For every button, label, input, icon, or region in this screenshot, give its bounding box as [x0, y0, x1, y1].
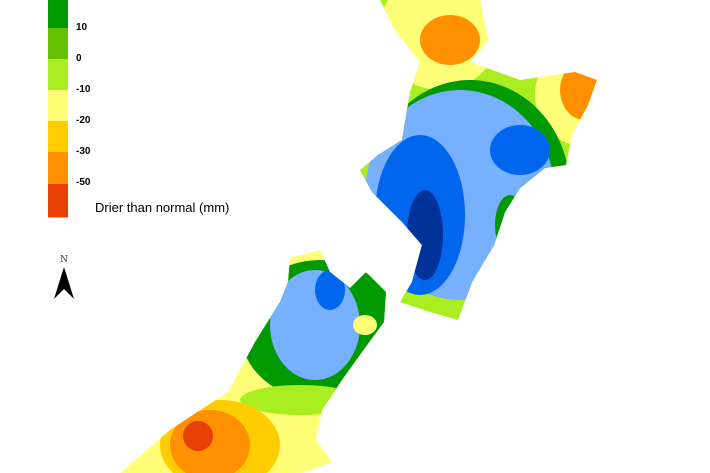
legend-label: -50 [76, 177, 91, 188]
north-label: N [60, 255, 68, 265]
legend-label: -20 [76, 115, 91, 126]
legend-swatch [48, 28, 68, 60]
south-island [120, 250, 386, 473]
legend-swatch [48, 152, 68, 185]
legend-swatch [48, 90, 68, 122]
north-island [360, 0, 597, 320]
legend-label: -10 [76, 84, 91, 95]
legend-swatch [48, 59, 68, 91]
legend-swatch [48, 0, 68, 29]
legend-label: 10 [76, 22, 88, 33]
north-arrow: N [52, 255, 76, 306]
legend-title: Drier than normal (mm) [95, 200, 230, 215]
legend-swatch [48, 121, 68, 153]
north-arrow-icon [54, 267, 74, 299]
legend-label: -30 [76, 146, 91, 157]
legend-swatch [48, 184, 68, 218]
legend-label: 0 [76, 53, 82, 64]
